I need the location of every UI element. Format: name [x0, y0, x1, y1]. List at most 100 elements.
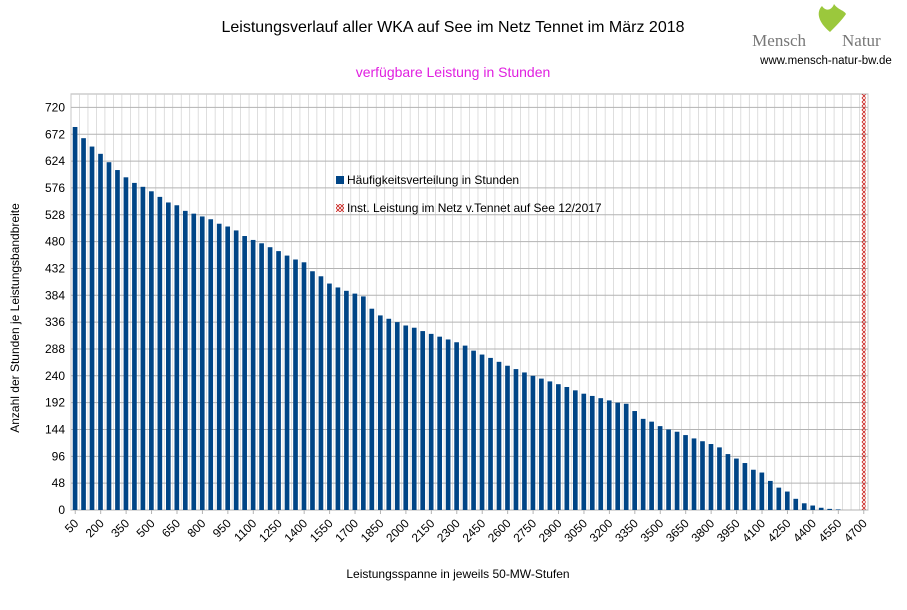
y-tick-label: 480	[45, 235, 65, 249]
bar	[691, 438, 697, 510]
bar	[394, 322, 400, 510]
bar	[471, 350, 476, 510]
bar	[216, 223, 222, 510]
bar	[377, 315, 383, 510]
bar	[810, 505, 816, 510]
legend-swatch	[336, 176, 344, 184]
bar	[725, 454, 731, 510]
bar	[98, 153, 103, 511]
bar	[632, 411, 637, 510]
bar	[115, 170, 120, 510]
bar	[717, 447, 722, 510]
bar	[623, 403, 629, 510]
y-tick-label: 48	[52, 476, 66, 490]
bar	[259, 243, 264, 510]
y-tick-label: 288	[45, 342, 65, 356]
bar	[835, 509, 841, 510]
bar	[767, 480, 773, 510]
bar	[182, 210, 188, 510]
bar	[132, 182, 137, 510]
bar	[513, 369, 519, 510]
bar	[598, 398, 604, 510]
y-tick-label: 336	[45, 315, 65, 329]
bar	[352, 293, 358, 510]
bar	[547, 381, 553, 510]
bar	[683, 435, 688, 510]
bar	[157, 196, 163, 510]
y-tick-label: 432	[45, 261, 65, 275]
y-tick-label: 144	[45, 422, 65, 436]
bar	[361, 296, 366, 510]
bar	[640, 418, 646, 510]
bar	[284, 255, 290, 510]
y-tick-label: 624	[45, 154, 65, 168]
bar	[522, 372, 527, 510]
bar	[428, 333, 434, 510]
y-tick-label: 240	[45, 369, 65, 383]
bar	[572, 390, 578, 510]
bar	[530, 375, 536, 510]
bar	[818, 507, 824, 510]
y-tick-label: 672	[45, 127, 65, 141]
bar	[335, 287, 341, 510]
bar	[106, 162, 112, 510]
bar	[233, 230, 239, 510]
chart-title: Leistungsverlauf aller WKA auf See im Ne…	[221, 19, 684, 36]
bar	[89, 146, 95, 510]
bar	[861, 94, 866, 510]
bar	[734, 458, 739, 510]
bar	[123, 177, 129, 510]
logo-url: www.mensch-natur-bw.de	[759, 55, 892, 67]
bar	[776, 487, 782, 510]
bar	[488, 357, 493, 510]
chart-subtitle: verfügbare Leistung in Stunden	[356, 64, 551, 80]
x-axis-title: Leistungsspanne in jeweils 50-MW-Stufen	[346, 567, 569, 581]
bar	[166, 202, 171, 510]
bar	[784, 491, 790, 510]
bar	[462, 345, 468, 510]
bar	[327, 283, 332, 510]
bar	[420, 331, 426, 510]
bar	[742, 463, 748, 510]
bar	[479, 354, 485, 510]
y-axis-title: Anzahl der Stunden je Leistungsbandbreit…	[8, 203, 22, 433]
y-tick-label: 720	[45, 100, 65, 114]
bar	[191, 213, 197, 510]
bar	[496, 361, 502, 510]
bar	[793, 498, 799, 510]
bar	[606, 400, 612, 510]
bar	[505, 365, 510, 510]
y-tick-label: 384	[45, 288, 65, 302]
bar	[72, 126, 78, 510]
bar	[81, 138, 86, 510]
y-tick-label: 96	[52, 449, 66, 463]
logo-left: Mensch	[752, 31, 806, 50]
bar	[344, 290, 349, 510]
bar	[386, 318, 392, 510]
bar	[657, 426, 663, 510]
bar	[581, 393, 587, 510]
bar	[174, 205, 180, 511]
bar	[293, 259, 298, 510]
bar	[199, 216, 205, 511]
bar	[615, 402, 621, 510]
logo-leaf	[818, 4, 846, 32]
bar	[649, 421, 654, 510]
bar	[708, 444, 714, 510]
bar	[445, 339, 451, 510]
logo-right: Natur	[842, 31, 881, 50]
bar	[674, 431, 680, 510]
bar	[539, 378, 544, 510]
bar	[225, 226, 231, 511]
bar	[403, 325, 409, 510]
bar	[411, 327, 417, 510]
legend-swatch	[336, 204, 344, 212]
y-tick-label: 528	[45, 208, 65, 222]
bar	[666, 429, 671, 510]
bar	[276, 251, 281, 510]
bar	[700, 441, 705, 510]
bar	[369, 308, 375, 510]
bar	[759, 472, 765, 510]
bar	[751, 469, 756, 510]
